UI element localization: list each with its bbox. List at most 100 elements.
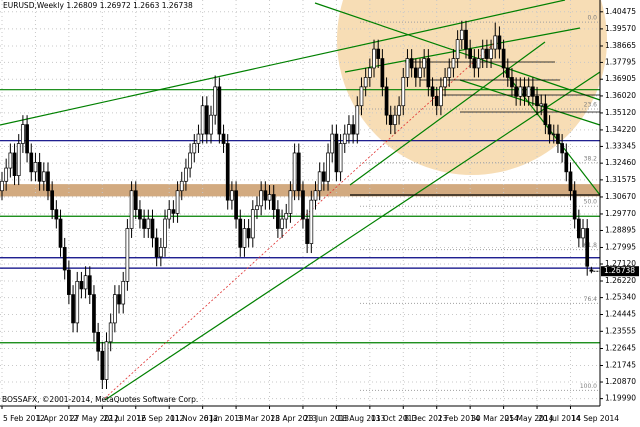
candle-body [129,190,134,229]
candle-body [451,58,456,69]
candle-body [334,133,339,173]
candle-body [188,152,192,169]
candle-body [380,58,385,88]
x-tick-label: 28 Apr 2013 [271,414,318,423]
candle-body [259,190,264,207]
y-tick-label: 1.20870 [605,377,636,386]
trendline [0,0,566,126]
candle-body [572,190,577,220]
y-tick-label: 1.21745 [605,360,636,369]
drawings [337,0,607,175]
fib-label: 38.2 [584,155,598,162]
candle-body [292,152,297,192]
candle-body [296,152,301,192]
candle-body [33,162,38,173]
fib-label: 100.0 [580,383,597,390]
candle-body [163,218,167,248]
y-tick-label: 1.24445 [605,310,636,319]
y-tick-label: 1.38665 [605,41,636,50]
y-tick-label: 1.31575 [605,175,636,184]
x-tick-label: 1 Apr 2012 [36,414,78,423]
candle-body [276,209,280,229]
candle-body [200,105,205,135]
candle-body [21,124,25,144]
y-tick-label: 1.25340 [605,293,636,302]
candle-body [58,218,63,248]
price-marker-label: 1.26738 [604,266,635,275]
candle-body [510,77,514,88]
y-tick-label: 1.29770 [605,209,636,218]
candle-body [209,114,213,135]
candle-body [535,95,539,107]
candle-body [363,77,368,88]
y-tick-label: 1.37795 [605,57,636,66]
x-tick-label: 16 Sep 2012 [137,414,185,423]
candle-body [426,58,431,88]
candle-body [405,58,410,78]
candle-body [485,48,489,59]
trendline [349,41,546,186]
candle-body [280,218,284,229]
candle-body [29,152,34,173]
x-tick-label: 14 Sep 2014 [571,414,619,423]
candle-body [434,95,439,107]
x-tick-label: 13 Oct 2013 [371,414,418,423]
fib-label: 76.4 [584,296,598,303]
candle-body [150,218,155,239]
candle-body [313,190,318,201]
candle-body [347,124,351,135]
candle-body [192,143,197,154]
x-tick-label: 8 Dec 2013 [404,414,447,423]
candle-body [372,48,376,69]
candle-body [393,114,397,125]
candle-body [401,77,406,107]
candle-body [54,209,59,220]
candle-body [179,180,184,192]
under-layer: 0.0 23.6 38.2 50.0 61.8 76.4 100.0 [0,0,600,406]
candle-body [92,294,96,333]
candle-body [355,105,360,135]
candle-body [284,213,289,220]
y-tick-label: 1.36020 [605,91,636,100]
y-tick-label: 1.23555 [605,326,636,335]
x-tick-label: 23 Jun 2013 [304,414,349,423]
candle-body [121,281,126,305]
candle-body [230,190,234,201]
candle-body [556,133,560,144]
candle-body [221,133,226,144]
x-tick-label: 11 Nov 2012 [170,414,218,423]
candle-body [459,29,464,41]
candle-body [547,124,552,135]
candle-body [351,124,355,135]
candle-body [409,58,414,69]
candle-body [330,133,335,154]
candle-body [67,269,71,295]
y-tick-label: 1.30670 [605,192,636,201]
candle-body [543,103,548,125]
candle-body [455,39,460,59]
footer: BOSSAFX, ©2001-2014, MetaQuotes Software… [2,395,198,404]
candle-body [576,218,581,239]
chart-header: EURUSD,Weekly 1.26809 1.26972 1.2663 1.2… [3,1,193,10]
candle-body [342,133,347,144]
x-tick-label: 6 Jan 2013 [204,414,244,423]
candle-body [271,194,276,210]
candle-body [146,218,151,229]
candle-body [117,294,121,305]
y-tick-label: 1.27995 [605,242,636,251]
fib-label: 50.0 [584,199,598,206]
candle-body [100,350,105,380]
candle-body [585,228,590,267]
candle-body [250,209,255,239]
candle-body [326,152,330,182]
candle-body [397,105,401,116]
candle-body [0,180,4,192]
candle-body [154,237,159,258]
candle-body [108,322,113,343]
candle-body [96,332,100,352]
candle-body [79,281,84,290]
candle-body [480,48,485,59]
candle-body [464,29,468,50]
